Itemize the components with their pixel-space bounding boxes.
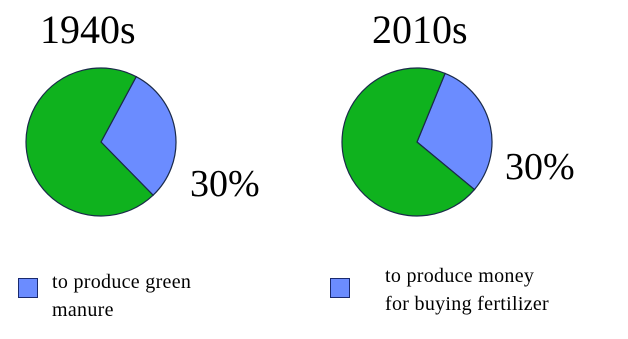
data-label-1940s: 30% [190,163,260,205]
legend-swatch-green-manure [18,278,38,298]
data-label-2010s: 30% [505,146,575,188]
chart-title-1940s: 1940s [40,7,136,52]
pie-slice-1940s-1 [25,67,154,217]
pie-slice-2010s-1 [341,67,476,217]
pie-slice-2010s-0 [416,72,493,191]
chart-title-2010s: 2010s [372,7,468,52]
legend-swatch-money-fertilizer [330,278,350,298]
legend-label-money-fertilizer: to produce money for buying fertilizer [385,265,550,315]
legend-label-green-manure: to produce green manure [52,271,192,321]
pie-slice-1940s-0 [100,75,177,197]
